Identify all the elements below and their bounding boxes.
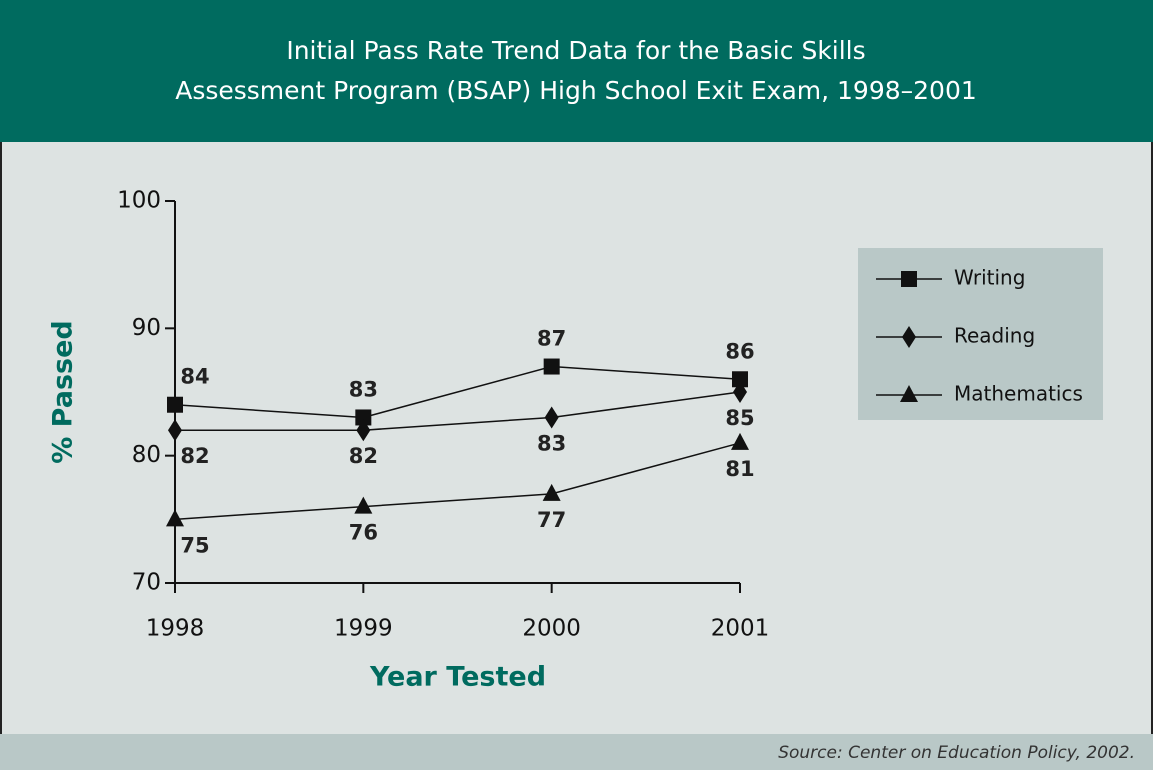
marker	[733, 381, 747, 403]
data-label: 81	[725, 457, 754, 481]
y-tick-label: 90	[132, 315, 161, 341]
data-label: 86	[725, 339, 754, 363]
x-axis-title: Year Tested	[369, 662, 546, 693]
data-label: 77	[537, 508, 566, 532]
marker	[731, 432, 749, 450]
footer	[0, 734, 1153, 770]
marker	[901, 271, 917, 287]
series-line	[174, 365, 741, 419]
marker	[356, 419, 371, 442]
data-label: 82	[349, 444, 378, 468]
legend-label: Mathematics	[954, 382, 1083, 406]
data-label: 75	[180, 533, 209, 557]
header	[0, 0, 1153, 142]
data-label: 85	[725, 406, 754, 430]
marker	[543, 358, 560, 375]
legend-label: Writing	[954, 266, 1025, 290]
marker	[902, 326, 916, 348]
x-tick-label: 1999	[334, 616, 393, 642]
y-tick-label: 70	[132, 570, 161, 596]
marker	[542, 483, 561, 501]
y-tick-label: 100	[117, 188, 161, 214]
source: Source: Center on Education Policy, 2002…	[778, 743, 1135, 763]
data-label: 83	[349, 377, 378, 401]
x-tick-label: 1998	[146, 616, 205, 642]
y-tick-label: 80	[132, 442, 161, 468]
series-line	[174, 442, 741, 521]
marker	[168, 419, 182, 442]
data-label: 82	[180, 444, 209, 468]
data-label: 83	[537, 431, 566, 455]
series-line	[175, 391, 741, 431]
x-tick-label: 2001	[711, 616, 770, 642]
data-label: 76	[349, 521, 378, 545]
marker	[732, 371, 748, 388]
marker	[900, 385, 918, 402]
marker	[355, 409, 372, 426]
marker	[166, 509, 184, 527]
marker	[544, 406, 559, 429]
marker	[354, 496, 373, 514]
data-label: 84	[180, 365, 209, 389]
x-tick-label: 2000	[522, 616, 581, 642]
chart-title: Initial Pass Rate Trend Data for the Bas…	[286, 36, 865, 65]
marker	[167, 396, 183, 413]
y-axis-title: % Passed	[48, 320, 79, 464]
legend	[858, 248, 1103, 420]
chart-title: Assessment Program (BSAP) High School Ex…	[175, 76, 977, 105]
legend-label: Reading	[954, 324, 1035, 348]
data-label: 87	[537, 327, 566, 351]
